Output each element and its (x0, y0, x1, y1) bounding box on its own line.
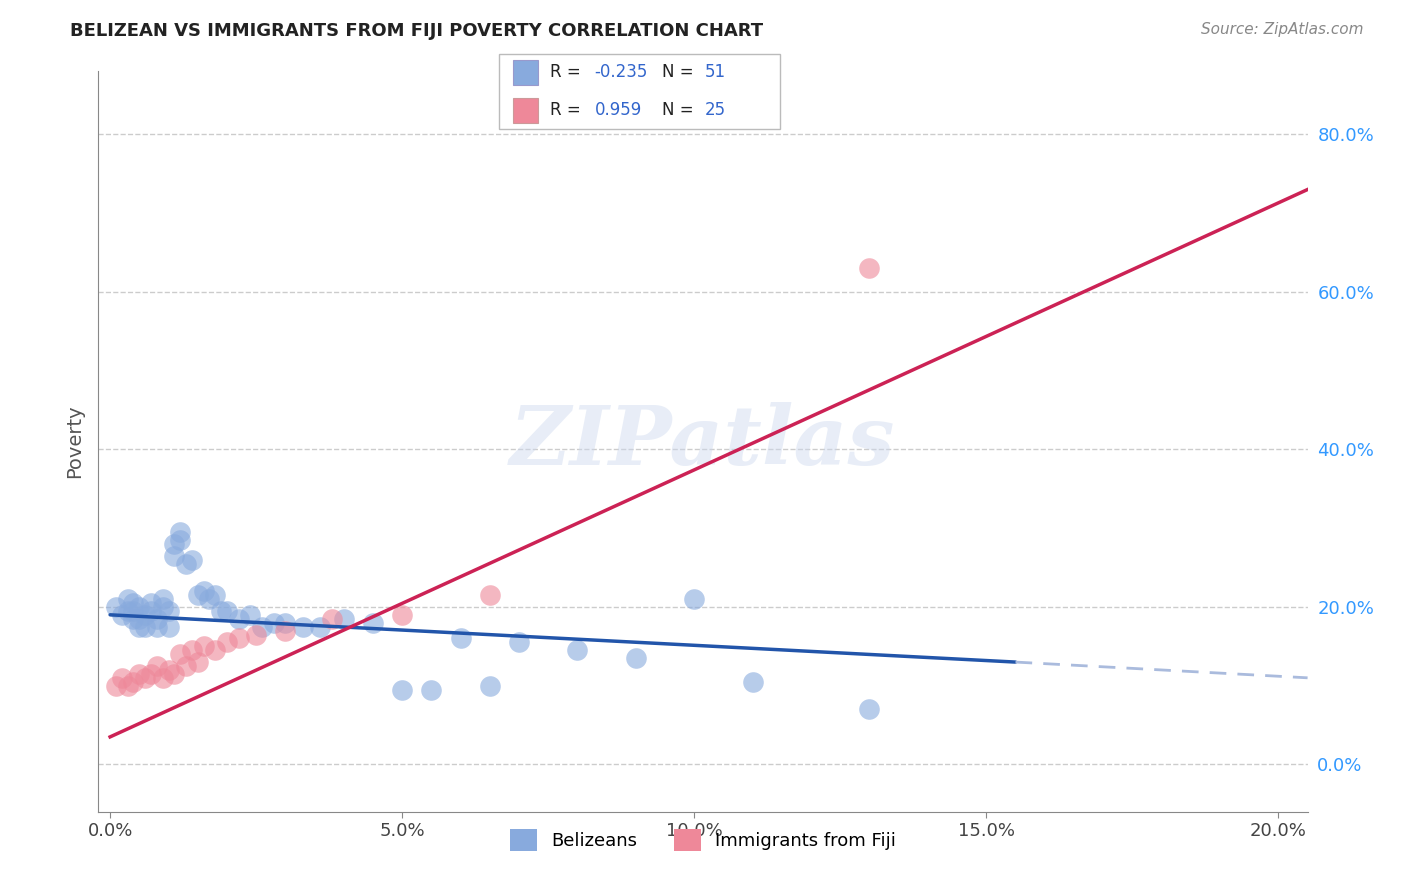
Point (157, 663, 180, 677)
Text: BELIZEAN VS IMMIGRANTS FROM FIJI POVERTY CORRELATION CHART: BELIZEAN VS IMMIGRANTS FROM FIJI POVERTY… (70, 22, 763, 40)
Point (122, 674, 145, 689)
Point (128, 666, 150, 681)
Point (169, 647, 191, 661)
Point (117, 604, 139, 618)
Point (478, 679, 501, 693)
Text: ZIPatlas: ZIPatlas (510, 401, 896, 482)
Point (245, 627, 267, 641)
Point (104, 679, 127, 693)
Point (104, 599, 127, 614)
Text: R =: R = (550, 102, 591, 120)
Point (134, 607, 156, 622)
Point (274, 624, 297, 638)
Point (321, 612, 343, 626)
Point (187, 655, 209, 669)
Point (117, 679, 139, 693)
Text: 51: 51 (704, 63, 725, 81)
Point (128, 599, 150, 614)
Point (163, 537, 186, 551)
Point (250, 620, 273, 634)
Point (683, 592, 706, 607)
Point (111, 671, 134, 685)
Point (117, 592, 139, 607)
Point (193, 584, 215, 599)
Point (139, 596, 162, 610)
Text: -0.235: -0.235 (595, 63, 648, 81)
Point (361, 615, 384, 630)
Point (157, 620, 180, 634)
Point (741, 674, 763, 689)
Text: 25: 25 (704, 102, 725, 120)
Point (128, 620, 150, 634)
Point (111, 607, 134, 622)
Point (169, 533, 191, 547)
Point (567, 643, 589, 657)
Point (291, 620, 314, 634)
Point (228, 612, 250, 626)
Point (624, 651, 647, 665)
Point (209, 604, 232, 618)
Point (187, 588, 209, 602)
Point (139, 666, 162, 681)
Point (508, 635, 530, 649)
Point (478, 588, 501, 602)
Point (139, 604, 162, 618)
Point (163, 549, 186, 563)
Text: N =: N = (662, 102, 699, 120)
Point (204, 643, 226, 657)
Point (157, 604, 180, 618)
Text: 0.959: 0.959 (595, 102, 643, 120)
Point (174, 659, 197, 673)
Y-axis label: Poverty: Poverty (66, 405, 84, 478)
Point (163, 666, 186, 681)
Point (146, 659, 169, 673)
Point (122, 596, 145, 610)
Point (134, 620, 156, 634)
Point (450, 632, 472, 646)
Text: N =: N = (662, 63, 699, 81)
Point (174, 557, 197, 571)
Point (420, 682, 443, 697)
Point (146, 612, 169, 626)
Text: R =: R = (550, 63, 586, 81)
Point (198, 592, 221, 607)
Point (180, 643, 202, 657)
Point (169, 525, 191, 540)
Point (193, 640, 215, 654)
Point (122, 612, 145, 626)
Point (215, 635, 238, 649)
Point (332, 612, 354, 626)
Point (134, 671, 156, 685)
Point (263, 615, 285, 630)
Point (146, 620, 169, 634)
Point (122, 604, 145, 618)
Point (274, 615, 297, 630)
Point (239, 607, 262, 622)
Point (858, 702, 880, 716)
Point (391, 607, 413, 622)
Point (204, 588, 226, 602)
Point (391, 682, 413, 697)
Point (228, 632, 250, 646)
Point (309, 620, 332, 634)
Text: Source: ZipAtlas.com: Source: ZipAtlas.com (1201, 22, 1364, 37)
Legend: Belizeans, Immigrants from Fiji: Belizeans, Immigrants from Fiji (503, 822, 903, 858)
Point (152, 599, 174, 614)
Point (128, 612, 150, 626)
Point (152, 592, 174, 607)
Point (215, 604, 238, 618)
Point (180, 552, 202, 566)
Point (152, 671, 174, 685)
Point (858, 261, 880, 276)
